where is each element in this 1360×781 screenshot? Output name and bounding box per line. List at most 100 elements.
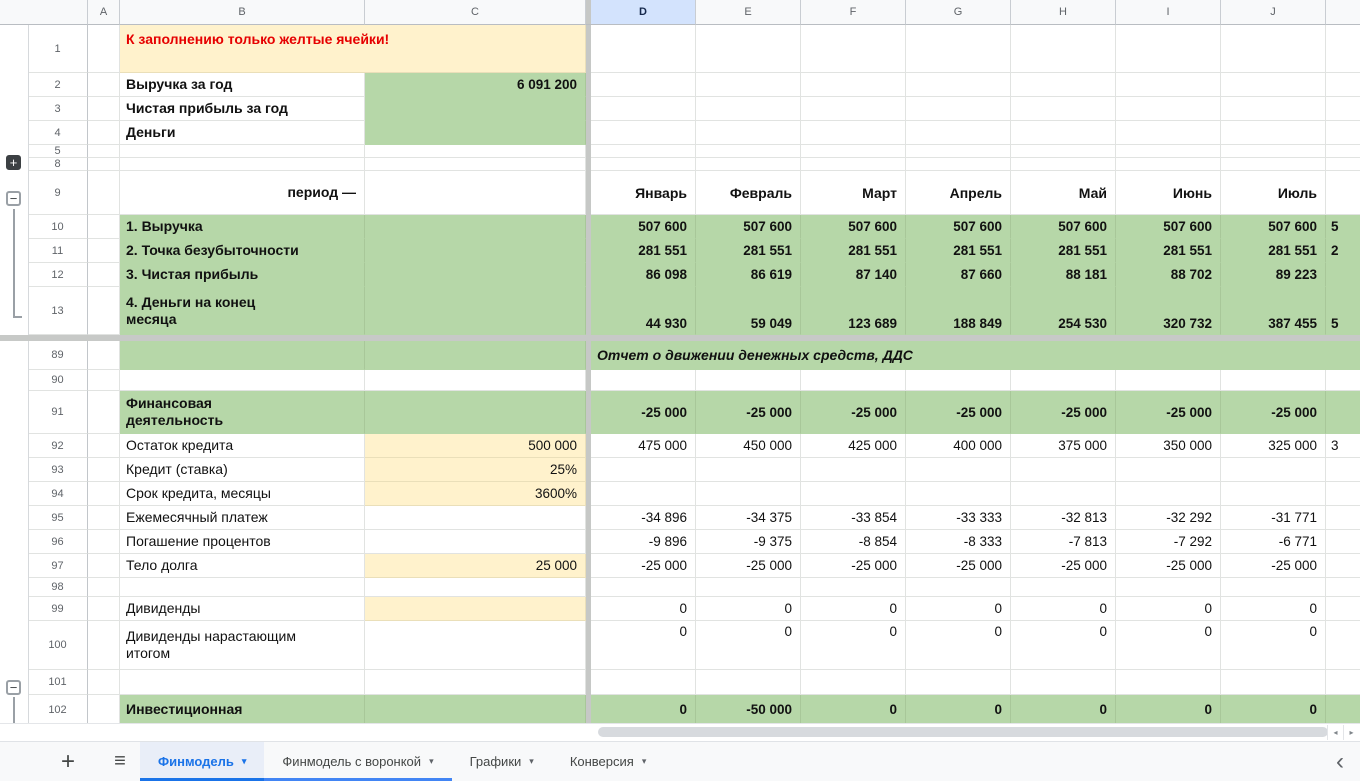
- column-header-a[interactable]: A: [88, 0, 120, 25]
- cell[interactable]: [120, 578, 365, 597]
- cell[interactable]: -7 292: [1116, 530, 1221, 554]
- cell[interactable]: 0: [591, 695, 696, 723]
- cell[interactable]: [591, 578, 696, 597]
- cell[interactable]: Март: [801, 171, 906, 215]
- cell[interactable]: [906, 145, 1011, 158]
- cell[interactable]: 0: [1011, 695, 1116, 723]
- cell[interactable]: [1326, 263, 1360, 287]
- cell[interactable]: [1221, 158, 1326, 171]
- cell[interactable]: Апрель: [906, 171, 1011, 215]
- cell[interactable]: [88, 458, 120, 482]
- cell[interactable]: [591, 482, 696, 506]
- cell-period-label[interactable]: период —: [120, 171, 365, 215]
- cell[interactable]: 0: [1011, 621, 1116, 670]
- cell[interactable]: [88, 25, 120, 73]
- cell[interactable]: [88, 578, 120, 597]
- cell[interactable]: -31 771: [1221, 506, 1326, 530]
- cell[interactable]: [906, 97, 1011, 121]
- row-header[interactable]: 97: [28, 554, 88, 578]
- cell[interactable]: [88, 341, 120, 370]
- cell[interactable]: 281 551: [591, 239, 696, 263]
- cell[interactable]: [591, 370, 696, 391]
- cell[interactable]: [906, 370, 1011, 391]
- cell[interactable]: 281 551: [1011, 239, 1116, 263]
- row-header[interactable]: 89: [28, 341, 88, 370]
- cell[interactable]: [365, 391, 586, 434]
- row-header[interactable]: 90: [28, 370, 88, 391]
- cell[interactable]: [801, 145, 906, 158]
- cell[interactable]: [1326, 458, 1360, 482]
- cell[interactable]: [801, 158, 906, 171]
- cell[interactable]: [1326, 171, 1360, 215]
- cell[interactable]: 507 600: [1116, 215, 1221, 239]
- cell[interactable]: Февраль: [696, 171, 801, 215]
- row-header[interactable]: 96: [28, 530, 88, 554]
- cell[interactable]: [696, 670, 801, 695]
- cell-label[interactable]: Остаток кредита: [120, 434, 365, 458]
- cell[interactable]: Июль: [1221, 171, 1326, 215]
- cell-label[interactable]: Дивиденды: [120, 597, 365, 621]
- cell[interactable]: -25 000: [591, 391, 696, 434]
- horizontal-scrollbar-thumb[interactable]: [598, 727, 1328, 737]
- cell-label[interactable]: Дивиденды нарастающим итогом: [120, 621, 365, 670]
- cell-label[interactable]: Чистая прибыль за год: [120, 97, 365, 121]
- cell[interactable]: [365, 578, 586, 597]
- cell[interactable]: -25 000: [1116, 391, 1221, 434]
- column-header-h[interactable]: H: [1011, 0, 1116, 25]
- cell[interactable]: -25 000: [1011, 391, 1116, 434]
- cell[interactable]: 507 600: [906, 215, 1011, 239]
- cell[interactable]: [88, 239, 120, 263]
- cell[interactable]: [591, 97, 696, 121]
- column-header-k-clipped[interactable]: [1326, 0, 1360, 25]
- cell[interactable]: [906, 25, 1011, 73]
- row-header[interactable]: 1: [28, 25, 88, 73]
- cell[interactable]: [906, 73, 1011, 97]
- cell[interactable]: [696, 458, 801, 482]
- cell[interactable]: 320 732: [1116, 287, 1221, 335]
- cell[interactable]: [1326, 578, 1360, 597]
- cell[interactable]: [365, 670, 586, 695]
- row-header[interactable]: 95: [28, 506, 88, 530]
- row-header[interactable]: 13: [28, 287, 88, 335]
- cell[interactable]: 0: [696, 621, 801, 670]
- cell[interactable]: 400 000: [906, 434, 1011, 458]
- cell[interactable]: [365, 341, 586, 370]
- cell[interactable]: [120, 158, 365, 171]
- row-header[interactable]: 9: [28, 171, 88, 215]
- cell[interactable]: 375 000: [1011, 434, 1116, 458]
- cell[interactable]: 0: [1221, 621, 1326, 670]
- cell[interactable]: -6 771: [1221, 530, 1326, 554]
- cell-input[interactable]: 3600%: [365, 482, 586, 506]
- cell[interactable]: [1011, 25, 1116, 73]
- cell[interactable]: [88, 73, 120, 97]
- cell[interactable]: -32 813: [1011, 506, 1116, 530]
- cell[interactable]: [906, 458, 1011, 482]
- cell[interactable]: [365, 695, 586, 723]
- cell[interactable]: 281 551: [696, 239, 801, 263]
- row-header[interactable]: 8: [28, 158, 88, 171]
- cell[interactable]: [591, 158, 696, 171]
- cell[interactable]: 0: [1116, 695, 1221, 723]
- cell[interactable]: [906, 670, 1011, 695]
- cell[interactable]: [365, 239, 586, 263]
- cell[interactable]: 425 000: [801, 434, 906, 458]
- row-header[interactable]: 98: [28, 578, 88, 597]
- cell[interactable]: [1326, 597, 1360, 621]
- cell[interactable]: [906, 158, 1011, 171]
- cell[interactable]: [88, 621, 120, 670]
- cell[interactable]: [801, 73, 906, 97]
- cell[interactable]: [120, 341, 365, 370]
- cell[interactable]: [1326, 554, 1360, 578]
- cell[interactable]: 0: [1011, 597, 1116, 621]
- cell[interactable]: Январь: [591, 171, 696, 215]
- cell[interactable]: [1221, 25, 1326, 73]
- row-header[interactable]: 100: [28, 621, 88, 670]
- cell[interactable]: -25 000: [696, 391, 801, 434]
- cell[interactable]: 87 660: [906, 263, 1011, 287]
- cell[interactable]: [1221, 370, 1326, 391]
- cell[interactable]: [696, 482, 801, 506]
- row-header[interactable]: 94: [28, 482, 88, 506]
- cell[interactable]: 0: [906, 695, 1011, 723]
- cell-label[interactable]: Деньги: [120, 121, 365, 145]
- cell-label[interactable]: Выручка за год: [120, 73, 365, 97]
